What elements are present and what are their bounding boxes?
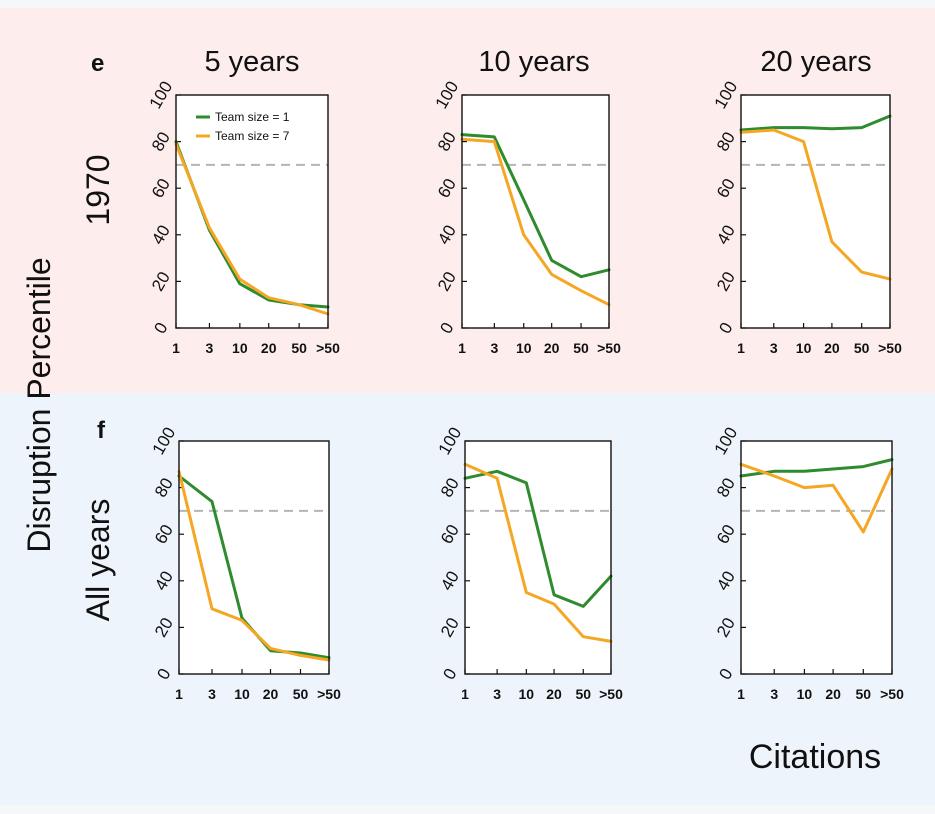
panel-4-plot-area — [179, 441, 329, 674]
panel-6-plot-area — [741, 441, 892, 674]
panel-2-series-team7 — [460, 137, 611, 307]
panel-1-x-tick-label-1: 3 — [206, 340, 214, 356]
panel-2-x-tick-label-4: 50 — [573, 340, 589, 356]
panel-3-x-tick-label-2: 10 — [796, 340, 812, 356]
panel-5-series-team1 — [463, 469, 613, 608]
panel-3-x-tick-label-0: 1 — [737, 340, 745, 356]
panel-3-x-tick-label-5: >50 — [878, 340, 902, 356]
panel-4-series-team7 — [177, 469, 331, 662]
panel-6-x-tick-label-1: 3 — [770, 686, 778, 702]
panel-3-title: 20 years — [760, 46, 871, 78]
panel-3-series-team7 — [739, 128, 892, 281]
x-axis-label: Citations — [749, 738, 881, 776]
panel-4-x-tick-label-0: 1 — [175, 686, 183, 702]
panel-3-plot-area — [741, 95, 890, 328]
row-label-all-years: All years — [80, 499, 116, 622]
panel-4-x-tick-label-5: >50 — [317, 686, 341, 702]
panel-3-x-tick-label-3: 20 — [824, 340, 840, 356]
panel-2-x-tick-label-2: 10 — [516, 340, 532, 356]
panel-1-x-tick-label-4: 50 — [291, 340, 307, 356]
panel-5-x-tick-label-2: 10 — [519, 686, 535, 702]
panel-3-x-tick-label-4: 50 — [854, 340, 870, 356]
panel-5-x-tick-label-0: 1 — [461, 686, 469, 702]
panel-5-x-tick-label-1: 3 — [493, 686, 501, 702]
panel-5-x-tick-label-4: 50 — [575, 686, 591, 702]
panel-3-frame — [740, 94, 891, 329]
panel-6-frame — [740, 440, 893, 675]
panel-1-x-tick-label-3: 20 — [261, 340, 277, 356]
panel-2-x-tick-label-1: 3 — [490, 340, 498, 356]
y-axis-label: Disruption Percentile — [21, 257, 57, 552]
panel-6-x-tick-label-5: >50 — [880, 686, 904, 702]
panel-4-x-tick-label-4: 50 — [293, 686, 309, 702]
row-label-1970: 1970 — [80, 154, 116, 225]
panel-6-series-team7 — [739, 462, 894, 534]
panel-3-series-team1 — [739, 114, 892, 132]
panel-2-x-tick-label-5: >50 — [597, 340, 621, 356]
panel-2-plot-area — [462, 95, 609, 328]
panel-4-x-tick-label-3: 20 — [263, 686, 279, 702]
legend-label-team1: Team size = 1 — [215, 110, 290, 124]
panel-2-title: 10 years — [478, 46, 589, 78]
panel-1-x-tick-label-0: 1 — [172, 340, 180, 356]
panel-6-x-tick-label-0: 1 — [737, 686, 745, 702]
panel-1-title: 5 years — [204, 46, 299, 78]
panel-1-frame — [175, 94, 329, 329]
panel-2-series-team1 — [460, 133, 611, 279]
panel-5-x-tick-label-3: 20 — [546, 686, 562, 702]
panel-letter-e: e — [91, 50, 104, 77]
panel-2-frame — [461, 94, 610, 329]
panel-6-x-tick-label-4: 50 — [856, 686, 872, 702]
panel-6-series-team1 — [739, 458, 894, 478]
panel-5-plot-area — [465, 441, 611, 674]
panel-6-x-tick-label-2: 10 — [797, 686, 813, 702]
panel-1-x-tick-label-5: >50 — [316, 340, 340, 356]
panel-letter-f: f — [97, 417, 106, 444]
panel-4-x-tick-label-2: 10 — [234, 686, 250, 702]
panel-6-x-tick-label-3: 20 — [825, 686, 841, 702]
panel-5-frame — [464, 440, 612, 675]
panel-2-x-tick-label-0: 1 — [458, 340, 466, 356]
panel-4-x-tick-label-1: 3 — [208, 686, 216, 702]
panel-1-series-team7 — [174, 142, 330, 316]
panel-5-x-tick-label-5: >50 — [599, 686, 623, 702]
panel-1-x-tick-label-2: 10 — [232, 340, 248, 356]
panel-2-x-tick-label-3: 20 — [544, 340, 560, 356]
panel-5-series-team7 — [463, 462, 613, 643]
panel-3-x-tick-label-1: 3 — [770, 340, 778, 356]
panel-4-frame — [178, 440, 330, 675]
legend-label-team7: Team size = 7 — [215, 129, 290, 143]
